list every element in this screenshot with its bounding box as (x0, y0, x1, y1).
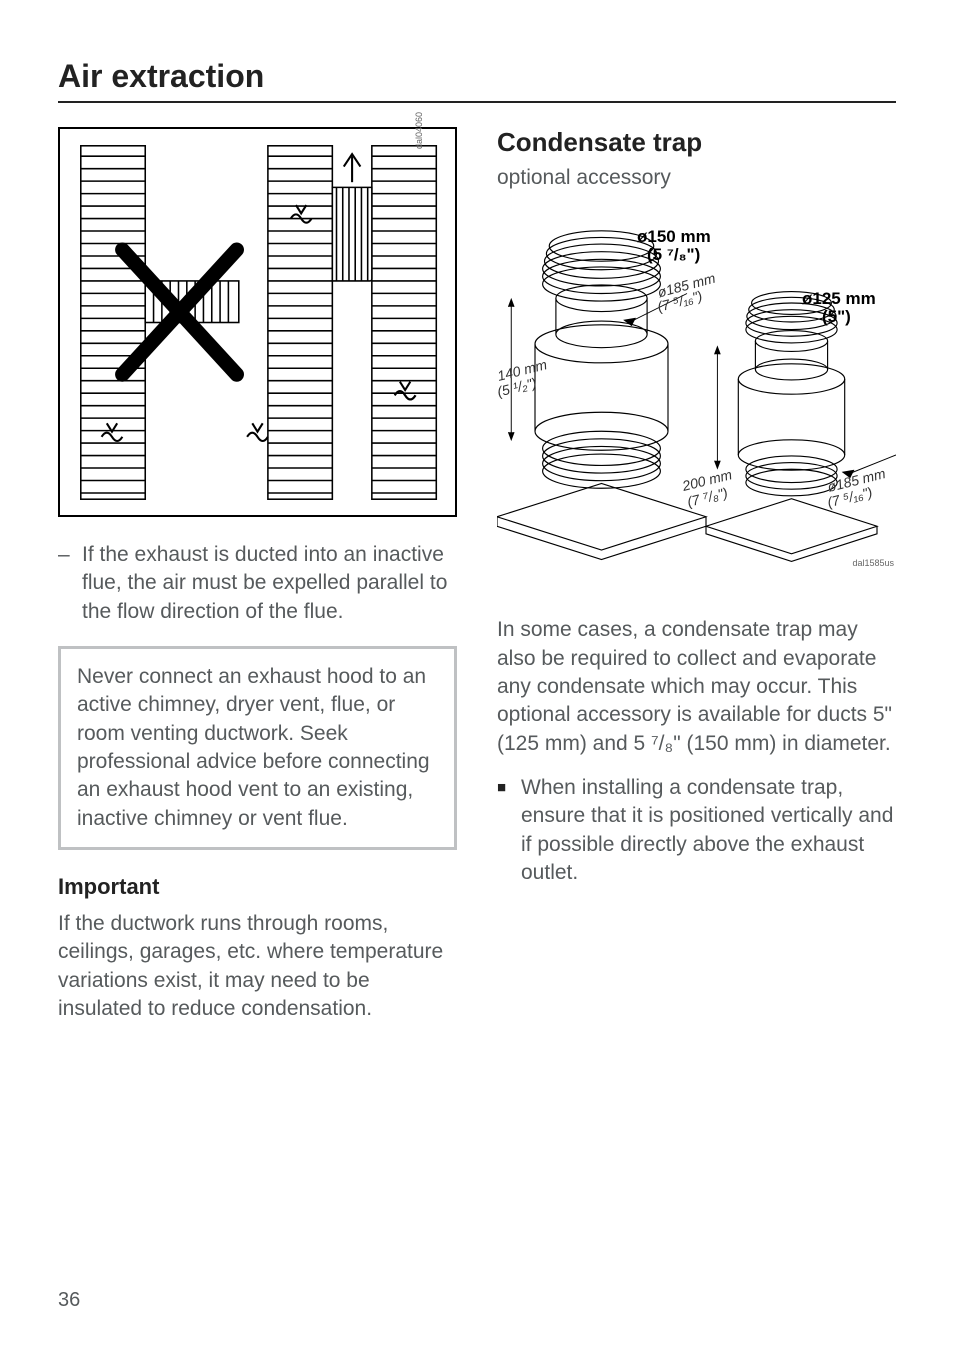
square-bullet-icon: ■ (497, 774, 511, 887)
dim-125-line1: ø125 mm (802, 290, 876, 309)
condensate-paragraph: In some cases, a condensate trap may als… (497, 616, 896, 758)
flue-dash-text: If the exhaust is ducted into an inactiv… (82, 541, 457, 626)
flue-diagram: dal04060 (58, 127, 457, 517)
dim-125-line2: (5") (822, 308, 851, 327)
condensate-bullet-text: When installing a condensate trap, ensur… (521, 774, 896, 887)
dim-150-line2: (5 ⁷/₈") (647, 246, 700, 265)
page-title: Air extraction (58, 58, 896, 103)
condensate-bullet: ■ When installing a condensate trap, ens… (497, 774, 896, 887)
important-heading: Important (58, 874, 457, 900)
dim-150-line1: ø150 mm (637, 228, 711, 247)
flue-dash-item: – If the exhaust is ducted into an inact… (58, 541, 457, 626)
condensate-subtitle: optional accessory (497, 164, 896, 192)
page-number: 36 (58, 1289, 80, 1312)
two-column-layout: dal04060 – If the exhaust is ducted into… (58, 127, 896, 1039)
condensate-heading: Condensate trap (497, 127, 896, 158)
important-body: If the ductwork runs through rooms, ceil… (58, 910, 457, 1023)
warning-note-text: Never connect an exhaust hood to an acti… (77, 665, 430, 830)
dash-bullet: – (58, 541, 72, 626)
left-column: dal04060 – If the exhaust is ducted into… (58, 127, 457, 1039)
figure-code-2: dal1585us (852, 558, 894, 568)
warning-note-box: Never connect an exhaust hood to an acti… (58, 646, 457, 850)
manual-page: Air extraction (0, 0, 954, 1352)
figure-code-1: dal04060 (414, 112, 424, 149)
condensate-trap-diagram: ø150 mm (5 ⁷/₈") ø125 mm (5") 140 mm (5 … (497, 198, 896, 598)
right-column: Condensate trap optional accessory (497, 127, 896, 1039)
flue-diagram-svg (60, 125, 455, 520)
